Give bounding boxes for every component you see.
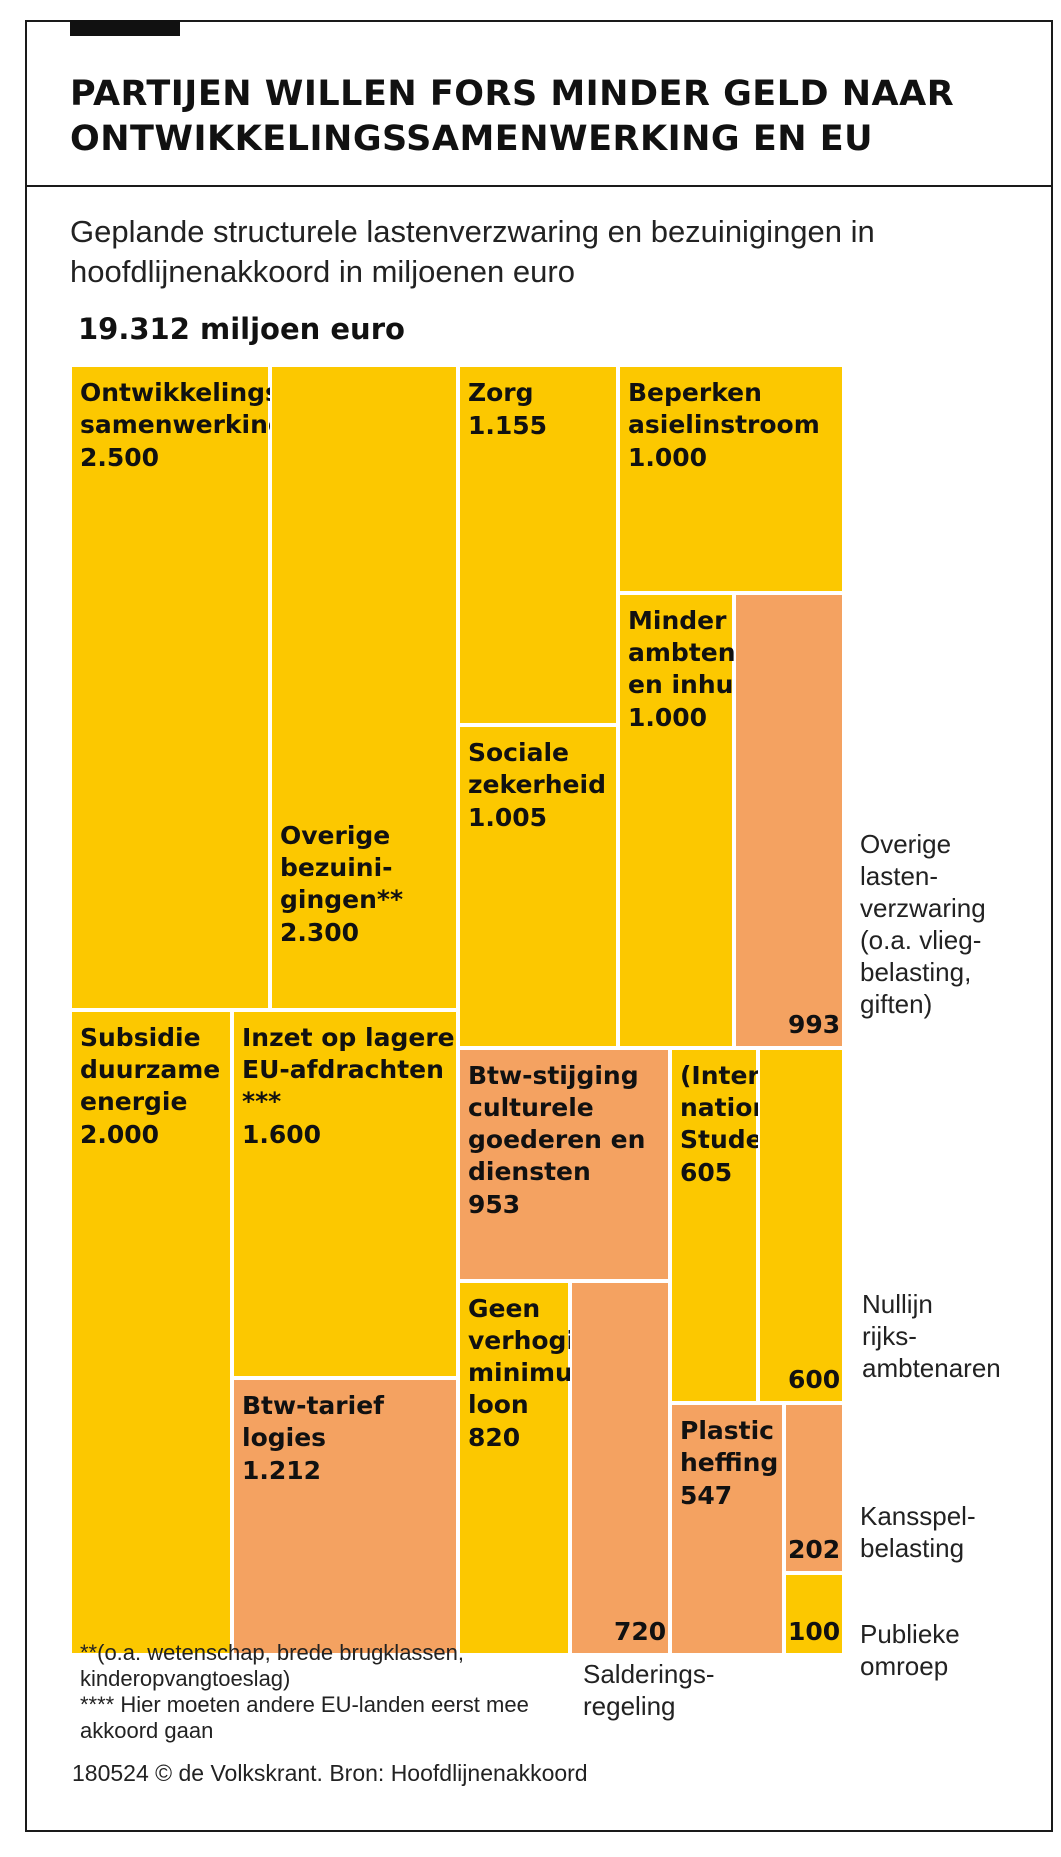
- treemap-tile: [758, 1048, 844, 1403]
- tile-value: 547: [680, 1481, 733, 1510]
- treemap-tile: [270, 365, 458, 1010]
- treemap-tile: [734, 593, 844, 1048]
- tile-value: 100: [788, 1617, 841, 1646]
- tile-value: 820: [468, 1423, 521, 1452]
- tile-value: 2.500: [80, 443, 160, 472]
- tile-external-label: Salderings- regeling: [583, 1659, 715, 1721]
- source-credit: 180524 © de Volkskrant. Bron: Hoofdlijne…: [72, 1760, 588, 1786]
- tile-label: Btw-stijging culturele goederen en diens…: [468, 1061, 646, 1186]
- treemap-tile: [458, 725, 618, 1048]
- tile-value: 1.005: [468, 803, 548, 832]
- tile-value: 600: [788, 1365, 841, 1394]
- treemap-tile: [458, 1281, 570, 1655]
- treemap-tile: [70, 365, 270, 1010]
- tile-label: Inzet op lagere EU-afdrachten ***: [242, 1023, 455, 1116]
- footnotes: **(o.a. wetenschap, brede brugklassen, k…: [80, 1640, 580, 1744]
- footnote-quad-star: **** Hier moeten andere EU-landen eerst …: [80, 1692, 529, 1743]
- tile-value: 953: [468, 1190, 521, 1219]
- chart-title: PARTIJEN WILLEN FORS MINDER GELD NAAR ON…: [70, 74, 955, 159]
- treemap-tile: [570, 1281, 670, 1655]
- tile-value: 1.155: [468, 411, 548, 440]
- treemap-tile: [670, 1403, 784, 1655]
- tile-value: 1.000: [628, 703, 708, 732]
- total-label: 19.312 miljoen euro: [78, 312, 405, 346]
- treemap-tile: [232, 1378, 458, 1655]
- treemap-tile: [670, 1048, 758, 1403]
- tile-value: 1.212: [242, 1456, 322, 1485]
- tile-value: 1.600: [242, 1120, 322, 1149]
- tile-label: Btw-tarief logies: [242, 1391, 385, 1452]
- tile-value: 2.300: [280, 918, 360, 947]
- tile-label: Subsidie duurzame energie: [80, 1023, 221, 1116]
- tile-label: Beperken asielinstroom: [628, 378, 820, 439]
- tile-value: 720: [614, 1617, 667, 1646]
- tile-value: 993: [788, 1010, 841, 1039]
- treemap-tile: [784, 1573, 844, 1655]
- treemap-tile: [618, 365, 844, 593]
- header-divider: [25, 185, 1053, 187]
- tile-label: Overige bezuini- gingen**: [280, 821, 404, 914]
- chart-subtitle: Geplande structurele lastenverzwaring en…: [70, 214, 875, 289]
- tile-external-label: Nullijn rijks- ambtenaren: [862, 1289, 1001, 1383]
- treemap-tile: [232, 1010, 458, 1378]
- treemap-tile: [618, 593, 734, 1048]
- tile-external-label: Overige lasten- verzwaring (o.a. vlieg- …: [860, 829, 986, 1019]
- treemap-tile: [458, 1048, 670, 1281]
- tile-label: Ontwikkelings- samenwerking: [80, 378, 291, 439]
- treemap-tile: [458, 365, 618, 725]
- tile-value: 605: [680, 1158, 733, 1187]
- header-accent-bar: [70, 20, 180, 36]
- tile-label: Sociale zekerheid: [468, 738, 606, 799]
- tile-value: 202: [788, 1535, 841, 1564]
- tile-external-label: Publieke omroep: [860, 1619, 960, 1681]
- tile-external-label: Kansspel- belasting: [860, 1501, 976, 1563]
- footnote-double-star: **(o.a. wetenschap, brede brugklassen, k…: [80, 1640, 465, 1691]
- treemap-tile: [784, 1403, 844, 1573]
- graphic-frame: [25, 20, 1053, 1832]
- tile-label: Plastic heffing: [680, 1416, 779, 1477]
- tile-label: Zorg: [468, 378, 534, 407]
- treemap-tile: [70, 1010, 232, 1655]
- tile-value: 2.000: [80, 1120, 160, 1149]
- tile-value: 1.000: [628, 443, 708, 472]
